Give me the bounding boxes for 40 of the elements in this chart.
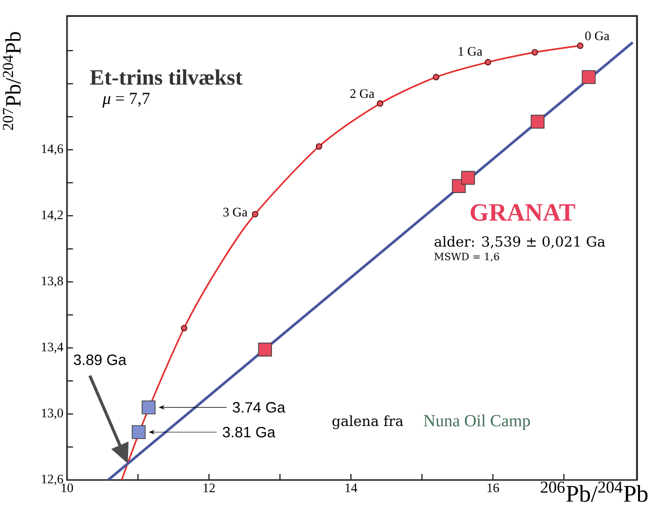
annotation: 2 Ga xyxy=(350,89,374,98)
x-tick-label: 14 xyxy=(346,484,358,492)
point xyxy=(530,114,545,129)
annotation: Nuna Oil Camp xyxy=(424,414,530,430)
point xyxy=(316,143,322,150)
point xyxy=(252,210,258,218)
x-tick-label: 12 xyxy=(204,484,215,492)
y-tick-label: 13,0 xyxy=(42,408,63,420)
annotation: 3.89 Ga xyxy=(74,354,126,366)
y-tick-label: 13,8 xyxy=(42,276,63,288)
annotation: galena fra xyxy=(332,415,404,430)
x-tick-label: 16 xyxy=(488,484,499,492)
annotation: Et-trins tilvækst xyxy=(90,69,242,85)
y-tick-label: 13,4 xyxy=(42,342,64,354)
point xyxy=(376,100,384,107)
point xyxy=(532,49,538,56)
annotation: 3.81 Ga xyxy=(222,426,276,438)
point xyxy=(132,425,146,440)
annotation: μ = 7,7 xyxy=(102,92,150,108)
annotation: 3.74 Ga xyxy=(232,402,286,413)
point xyxy=(577,42,584,49)
point xyxy=(432,74,440,80)
annotation: 3 Ga xyxy=(223,208,248,216)
annotation: alder: 3,539 ± 0,021 Ga xyxy=(434,236,606,248)
y-tick-label: 12,6 xyxy=(42,474,64,486)
annotation: GRANAT xyxy=(470,204,576,221)
y-tick-label: 14,2 xyxy=(42,210,63,222)
point xyxy=(461,170,475,185)
point xyxy=(582,70,596,84)
annotation: 1 Ga xyxy=(458,47,482,56)
y-tick-label: 14,6 xyxy=(42,144,64,156)
y-axis-title: $^{207}$Pb/$^{204}$Pb xyxy=(2,32,21,130)
annotation: MSWD = 1,6 xyxy=(434,252,500,262)
point xyxy=(484,59,492,66)
x-tick-label: 10 xyxy=(62,484,73,492)
point xyxy=(142,400,156,414)
point xyxy=(180,324,188,332)
x-axis-title: $^{206}$Pb/$^{204}$Pb xyxy=(540,482,648,502)
point xyxy=(258,342,272,356)
annotation: 0 Ga xyxy=(585,31,610,40)
